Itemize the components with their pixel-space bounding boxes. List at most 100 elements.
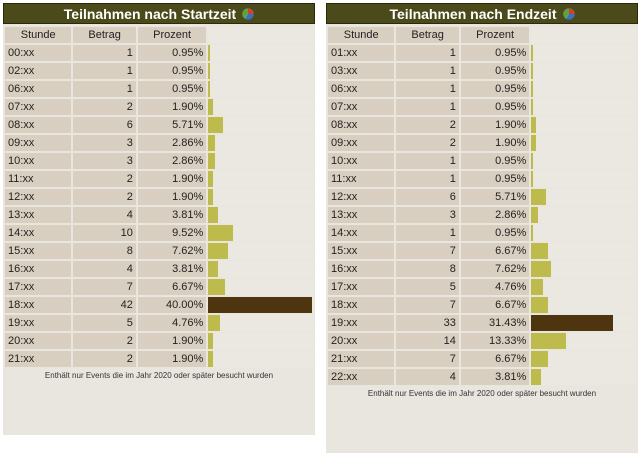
percent-bar bbox=[208, 135, 216, 151]
count-cell: 3 bbox=[73, 153, 136, 169]
pie-chart-icon bbox=[562, 7, 575, 20]
percent-cell: 6.67% bbox=[137, 279, 207, 295]
percent-bar bbox=[531, 351, 549, 367]
count-cell: 42 bbox=[73, 297, 136, 313]
hour-cell: 13:xx bbox=[5, 207, 72, 223]
column-header-bar bbox=[531, 27, 636, 43]
count-cell: 1 bbox=[73, 63, 136, 79]
table-row: 17:xx 7 6.67% bbox=[5, 279, 313, 295]
hour-cell: 01:xx bbox=[328, 45, 395, 61]
percent-cell: 0.95% bbox=[460, 99, 530, 115]
column-header-hour: Stunde bbox=[5, 27, 72, 43]
percent-cell: 3.81% bbox=[137, 207, 207, 223]
count-cell: 1 bbox=[396, 225, 459, 241]
table-row: 09:xx 3 2.86% bbox=[5, 135, 313, 151]
percent-cell: 2.86% bbox=[137, 135, 207, 151]
count-cell: 6 bbox=[73, 117, 136, 133]
end-time-table: Stunde Betrag Prozent 01:xx 1 0.95% 03:xx 1 0… bbox=[326, 25, 638, 387]
count-cell: 4 bbox=[73, 207, 136, 223]
bar-cell bbox=[208, 243, 313, 259]
percent-cell: 0.95% bbox=[137, 81, 207, 97]
column-header-count: Betrag bbox=[396, 27, 459, 43]
hour-cell: 21:xx bbox=[5, 351, 72, 367]
percent-cell: 1.90% bbox=[460, 135, 530, 151]
pie-chart-icon bbox=[242, 7, 254, 20]
percent-bar bbox=[531, 207, 539, 223]
bar-cell bbox=[208, 45, 313, 61]
percent-bar bbox=[208, 81, 211, 97]
table-header-row: Stunde Betrag Prozent bbox=[5, 27, 313, 43]
percent-cell: 1.90% bbox=[460, 117, 530, 133]
count-cell: 2 bbox=[396, 117, 459, 133]
percent-bar bbox=[531, 279, 544, 295]
start-time-panel: Teilnahmen nach Startzeit Stunde Betrag … bbox=[3, 3, 315, 435]
hour-cell: 08:xx bbox=[5, 117, 72, 133]
count-cell: 1 bbox=[396, 45, 459, 61]
hour-cell: 17:xx bbox=[5, 279, 72, 295]
bar-cell bbox=[531, 261, 636, 277]
percent-cell: 6.67% bbox=[460, 297, 530, 313]
percent-bar bbox=[531, 189, 547, 205]
percent-bar bbox=[531, 45, 534, 61]
percent-bar bbox=[208, 171, 214, 187]
bar-cell bbox=[208, 189, 313, 205]
bar-cell bbox=[531, 153, 636, 169]
footnote: Enthält nur Events die im Jahr 2020 oder… bbox=[44, 371, 274, 380]
bar-cell bbox=[208, 261, 313, 277]
percent-bar bbox=[208, 333, 214, 349]
percent-bar bbox=[208, 261, 219, 277]
count-cell: 33 bbox=[396, 315, 459, 331]
table-row: 14:xx 1 0.95% bbox=[328, 225, 636, 241]
count-cell: 7 bbox=[396, 351, 459, 367]
percent-bar bbox=[531, 261, 552, 277]
bar-cell bbox=[208, 81, 313, 97]
percent-cell: 4.76% bbox=[460, 279, 530, 295]
hour-cell: 07:xx bbox=[5, 99, 72, 115]
percent-bar bbox=[208, 297, 313, 313]
table-row: 16:xx 4 3.81% bbox=[5, 261, 313, 277]
hour-cell: 11:xx bbox=[328, 171, 395, 187]
hour-cell: 15:xx bbox=[328, 243, 395, 259]
percent-cell: 5.71% bbox=[460, 189, 530, 205]
bar-cell bbox=[531, 315, 636, 331]
percent-bar bbox=[531, 135, 537, 151]
hour-cell: 06:xx bbox=[5, 81, 72, 97]
table-row: 07:xx 2 1.90% bbox=[5, 99, 313, 115]
table-row: 18:xx 7 6.67% bbox=[328, 297, 636, 313]
count-cell: 4 bbox=[396, 369, 459, 385]
percent-cell: 1.90% bbox=[137, 351, 207, 367]
percent-bar bbox=[208, 207, 219, 223]
bar-cell bbox=[208, 351, 313, 367]
percent-bar bbox=[531, 99, 534, 115]
table-row: 18:xx 42 40.00% bbox=[5, 297, 313, 313]
hour-cell: 10:xx bbox=[328, 153, 395, 169]
hour-cell: 16:xx bbox=[5, 261, 72, 277]
end-time-panel: Teilnahmen nach Endzeit Stunde Betrag Pr… bbox=[326, 3, 638, 453]
table-row: 19:xx 5 4.76% bbox=[5, 315, 313, 331]
bar-cell bbox=[531, 225, 636, 241]
bar-cell bbox=[208, 207, 313, 223]
percent-bar bbox=[208, 225, 234, 241]
bar-cell bbox=[208, 279, 313, 295]
percent-cell: 0.95% bbox=[460, 225, 530, 241]
bar-cell bbox=[531, 81, 636, 97]
table-row: 20:xx 2 1.90% bbox=[5, 333, 313, 349]
hour-cell: 14:xx bbox=[5, 225, 72, 241]
count-cell: 1 bbox=[396, 171, 459, 187]
table-row: 16:xx 8 7.62% bbox=[328, 261, 636, 277]
bar-cell bbox=[531, 351, 636, 367]
table-row: 15:xx 7 6.67% bbox=[328, 243, 636, 259]
count-cell: 2 bbox=[73, 351, 136, 367]
hour-cell: 20:xx bbox=[328, 333, 395, 349]
bar-cell bbox=[208, 315, 313, 331]
count-cell: 8 bbox=[396, 261, 459, 277]
hour-cell: 12:xx bbox=[5, 189, 72, 205]
table-row: 09:xx 2 1.90% bbox=[328, 135, 636, 151]
column-header-count: Betrag bbox=[73, 27, 136, 43]
count-cell: 1 bbox=[396, 63, 459, 79]
panel-title: Teilnahmen nach Startzeit bbox=[63, 5, 237, 22]
percent-cell: 7.62% bbox=[137, 243, 207, 259]
percent-cell: 0.95% bbox=[137, 63, 207, 79]
bar-cell bbox=[531, 171, 636, 187]
hour-cell: 10:xx bbox=[5, 153, 72, 169]
